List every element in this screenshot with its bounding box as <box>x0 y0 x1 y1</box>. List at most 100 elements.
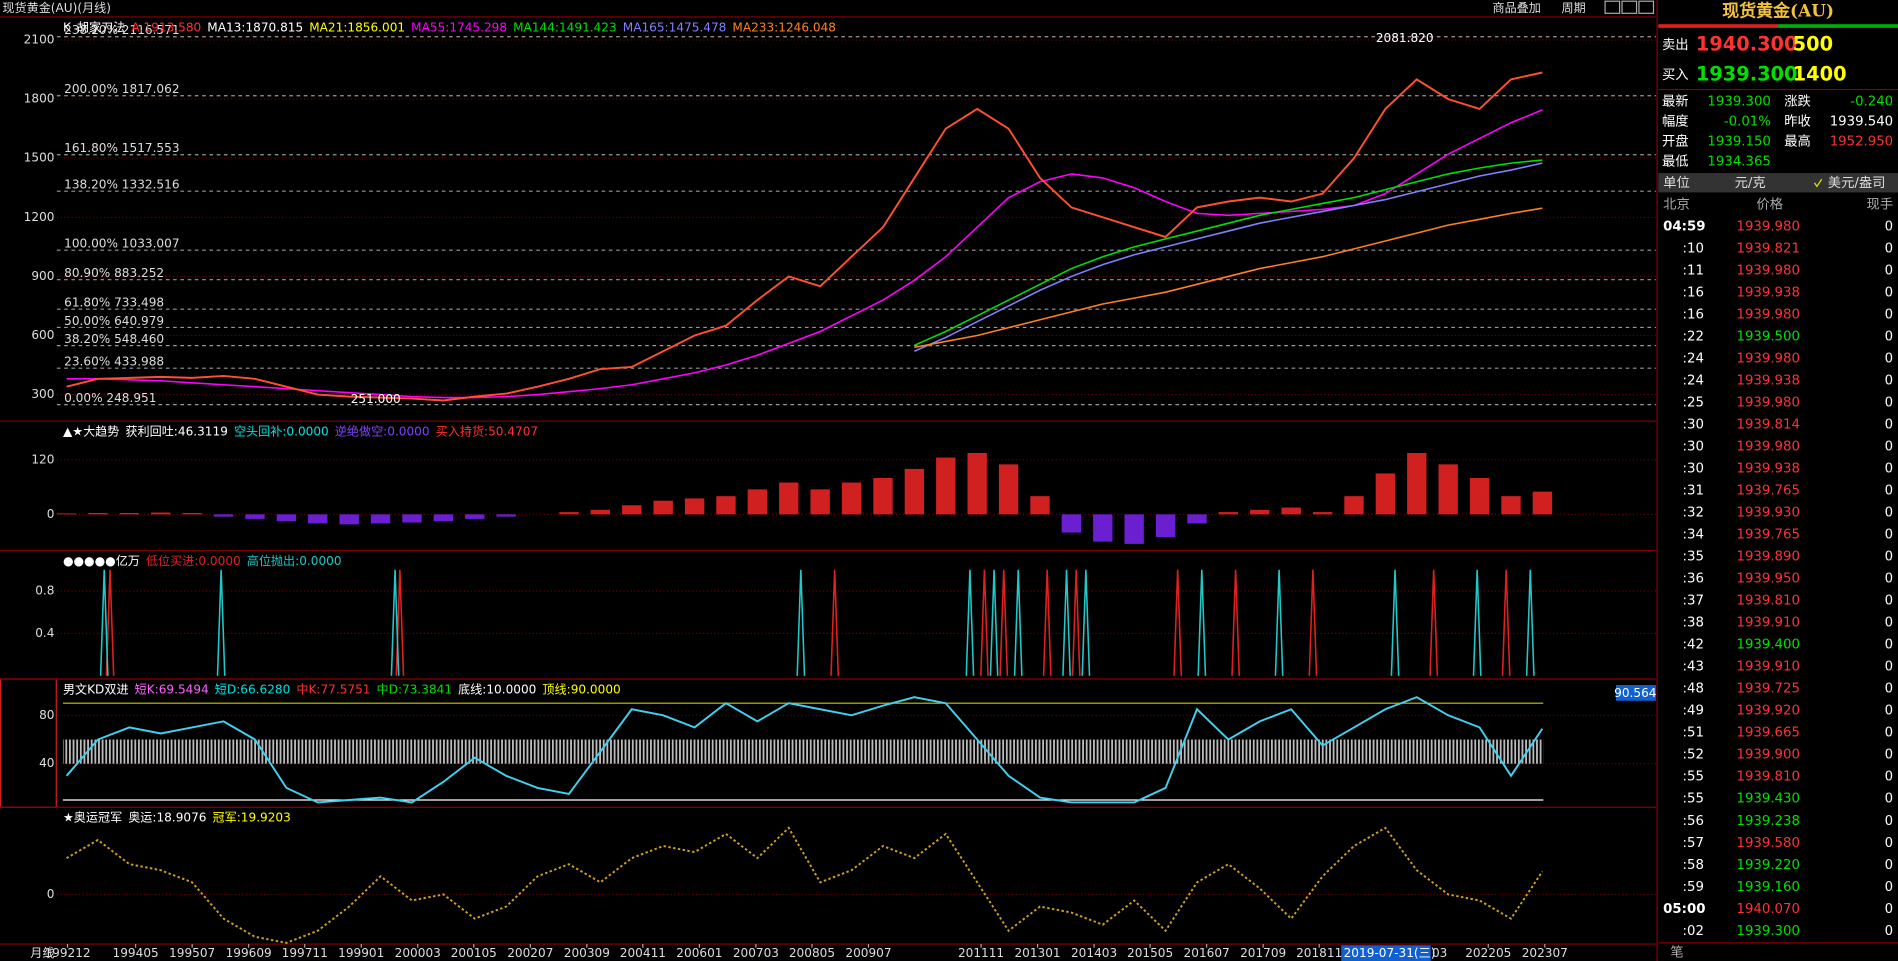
tick-price: 1939.950 <box>1736 572 1799 587</box>
tick-price: 1939.930 <box>1736 506 1799 521</box>
window-button[interactable] <box>1638 0 1655 14</box>
tick-price: 1939.910 <box>1736 616 1799 631</box>
tick-time: :48 <box>1683 682 1704 697</box>
x-tick-label: 200601 <box>676 946 722 960</box>
tick-price: 1939.980 <box>1736 307 1799 322</box>
panel-legend: ★奥运冠军 <box>63 811 122 825</box>
tick-price: 1939.160 <box>1736 880 1799 895</box>
tick-price: 1939.900 <box>1736 748 1799 763</box>
tick-volume: 0 <box>1885 726 1893 741</box>
bar <box>684 498 705 515</box>
line <box>914 159 1543 347</box>
spike <box>1081 569 1091 676</box>
stat-label: 涨跌 <box>1784 94 1811 110</box>
footer-tab[interactable]: 笔 <box>1670 945 1683 961</box>
tick-volume: 0 <box>1885 285 1893 300</box>
tick-time: :32 <box>1683 506 1704 521</box>
y-tick-label: 40 <box>39 756 54 770</box>
level-label: 238.20% 2116.571 <box>64 23 179 37</box>
tick-volume: 0 <box>1885 924 1893 939</box>
stat-label: 昨收 <box>1784 114 1811 130</box>
tick-volume: 0 <box>1885 792 1893 807</box>
tick-time: :22 <box>1683 329 1704 344</box>
check-icon[interactable] <box>1813 178 1823 188</box>
tick-price: 1939.220 <box>1736 858 1799 873</box>
bar-red <box>1658 24 1779 28</box>
tick-price: 1939.938 <box>1736 373 1799 388</box>
tick-volume: 0 <box>1885 858 1893 873</box>
tick-price: 1939.910 <box>1736 660 1799 675</box>
level-label: 100.00% 1033.007 <box>64 237 179 251</box>
x-axis-label: 月线 <box>30 946 54 960</box>
tick-price: 1939.500 <box>1736 329 1799 344</box>
x-tick-label: 199405 <box>113 946 159 960</box>
buy-volume: 1400 <box>1793 63 1847 86</box>
tick-time: :38 <box>1683 616 1704 631</box>
tick-time: :34 <box>1683 528 1704 543</box>
spike <box>1390 569 1400 676</box>
panel-legend: 中D:73.3841 <box>377 681 453 696</box>
cursor-box <box>1341 945 1431 961</box>
bar <box>496 514 516 517</box>
window-button[interactable] <box>1621 0 1638 14</box>
bar <box>1093 514 1113 542</box>
tick-time: :16 <box>1683 307 1704 322</box>
bar <box>590 509 611 515</box>
tick-volume: 0 <box>1885 748 1893 763</box>
tick-price: 1939.980 <box>1736 351 1799 366</box>
x-tick-label: 200003 <box>395 946 441 960</box>
tick-price: 1939.980 <box>1736 219 1799 234</box>
window-button[interactable] <box>1604 0 1621 14</box>
cursor-tail: 03 <box>1432 946 1447 960</box>
tick-time: :35 <box>1683 550 1704 565</box>
x-tick-label: 199212 <box>44 946 90 960</box>
column-header: 现手 <box>1867 197 1894 213</box>
bar <box>245 514 265 519</box>
tick-time: :55 <box>1683 770 1704 785</box>
bar <box>779 482 799 515</box>
panel-legend: 买入持货:50.4707 <box>436 424 538 439</box>
tick-volume: 0 <box>1885 241 1893 256</box>
x-tick-label: 200105 <box>451 946 497 960</box>
x-tick-label: 201111 <box>958 946 1004 960</box>
tick-price: 1939.238 <box>1736 814 1799 829</box>
badge-bg <box>1615 685 1656 701</box>
tick-volume: 0 <box>1885 329 1893 344</box>
bar <box>182 512 202 515</box>
tick-price: 1940.070 <box>1736 902 1799 917</box>
period-button[interactable]: 周期 <box>1561 1 1585 15</box>
tick-price: 1939.980 <box>1736 263 1799 278</box>
x-tick-label: 201403 <box>1071 946 1117 960</box>
unit-band <box>1658 173 1898 193</box>
quote-title: 现货黄金(AU) <box>1722 1 1834 21</box>
panel-legend: 低位买进:0.0000 <box>146 553 241 568</box>
spike <box>1062 569 1071 676</box>
bar <box>1281 507 1301 515</box>
tick-time: :31 <box>1683 484 1704 499</box>
tick-volume: 0 <box>1885 682 1893 697</box>
spike <box>105 569 115 676</box>
tick-price: 1939.821 <box>1736 241 1799 256</box>
tick-time: :58 <box>1683 858 1704 873</box>
bar <box>1375 473 1396 515</box>
spike <box>1472 569 1482 676</box>
bar <box>308 514 328 524</box>
tick-volume: 0 <box>1885 660 1893 675</box>
spike <box>216 569 226 676</box>
panel-legend: MA13:1870.815 <box>207 20 303 34</box>
bar <box>873 477 893 515</box>
unit-option[interactable]: 美元/盎司 <box>1828 175 1886 191</box>
tick-volume: 0 <box>1885 484 1893 499</box>
bar <box>810 489 830 515</box>
stat-label: 最高 <box>1784 133 1811 150</box>
level-label: 138.20% 1332.516 <box>64 178 179 192</box>
stat-label: 幅度 <box>1662 114 1689 130</box>
overlay-button[interactable]: 商品叠加 <box>1492 0 1540 15</box>
bar <box>402 514 422 523</box>
x-tick-label: 202307 <box>1522 946 1568 960</box>
bar <box>1469 477 1490 515</box>
y-tick-label: 2100 <box>24 32 55 46</box>
tick-volume: 0 <box>1885 616 1893 631</box>
